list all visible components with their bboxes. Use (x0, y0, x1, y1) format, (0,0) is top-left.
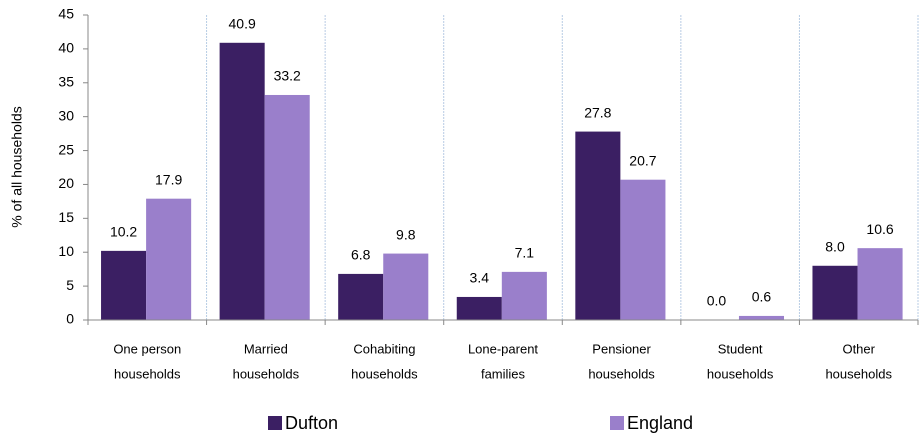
value-label: 10.6 (866, 221, 893, 237)
y-axis-label: % of all households (9, 106, 25, 227)
x-tick-label: Married (244, 341, 288, 356)
bar (575, 131, 621, 320)
bar (219, 42, 265, 321)
bar (338, 273, 384, 320)
y-tick-label: 40 (58, 40, 74, 56)
value-label: 40.9 (229, 15, 256, 31)
value-label: 0.0 (707, 293, 727, 309)
x-tick-label: Other (842, 341, 875, 356)
x-tick-label: Student (718, 341, 763, 356)
x-tick-label: households (707, 366, 774, 381)
value-label: 33.2 (274, 68, 301, 84)
value-label: 7.1 (515, 245, 535, 261)
x-tick-label: One person (113, 341, 181, 356)
y-tick-label: 10 (58, 243, 74, 259)
bar (101, 250, 147, 320)
value-label: 3.4 (470, 270, 490, 286)
y-tick-label: 5 (66, 277, 74, 293)
bar (456, 296, 502, 320)
value-label: 17.9 (155, 171, 182, 187)
legend-swatch (610, 416, 624, 430)
legend-label: Dufton (285, 413, 338, 433)
y-tick-label: 20 (58, 175, 74, 191)
y-tick-label: 15 (58, 209, 74, 225)
bar (501, 271, 547, 320)
legend-label: England (627, 413, 693, 433)
x-tick-label: households (588, 366, 655, 381)
x-tick-label: households (114, 366, 181, 381)
x-tick-label: households (351, 366, 418, 381)
x-tick-label: Pensioner (592, 341, 651, 356)
x-tick-label: Lone-parent (468, 341, 538, 356)
bar (264, 94, 310, 320)
value-label: 0.6 (752, 289, 772, 305)
value-label: 20.7 (629, 152, 656, 168)
y-tick-label: 30 (58, 107, 74, 123)
x-tick-label: households (233, 366, 300, 381)
bar (812, 265, 858, 320)
value-label: 6.8 (351, 247, 371, 263)
y-tick-label: 35 (58, 73, 74, 89)
x-tick-label: families (481, 366, 526, 381)
value-label: 27.8 (584, 104, 611, 120)
value-label: 8.0 (825, 238, 845, 254)
y-tick-label: 0 (66, 311, 74, 327)
x-tick-label: households (825, 366, 892, 381)
value-label: 10.2 (110, 224, 137, 240)
y-tick-label: 25 (58, 141, 74, 157)
x-tick-label: Cohabiting (353, 341, 415, 356)
bar (620, 179, 666, 320)
bar (383, 253, 429, 320)
bar (738, 315, 785, 320)
bar (857, 248, 903, 320)
value-label: 9.8 (396, 226, 416, 242)
y-tick-label: 45 (58, 6, 74, 22)
bar (146, 198, 192, 320)
legend-swatch (268, 416, 282, 430)
